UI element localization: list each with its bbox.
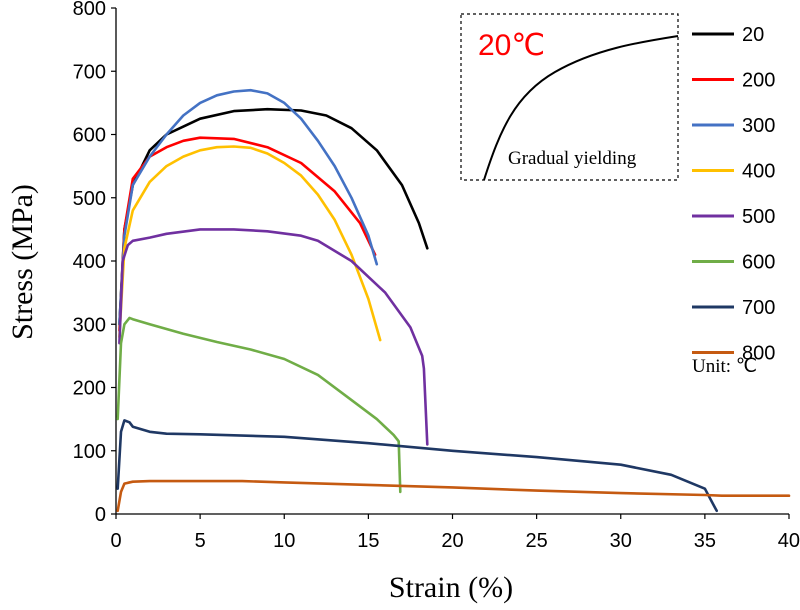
y-tick-label: 700 <box>73 61 106 83</box>
x-tick-label: 20 <box>441 530 463 552</box>
series-line-700 <box>116 419 719 513</box>
y-tick-label: 400 <box>73 251 106 273</box>
inset-curve <box>483 35 679 181</box>
y-tick-label: 0 <box>95 504 106 526</box>
x-tick-label: 40 <box>778 530 800 552</box>
series-line-200 <box>118 136 377 332</box>
y-tick-label: 800 <box>73 0 106 20</box>
y-tick-labels: 0 100 200 300 400 500 600 700 800 <box>73 0 116 526</box>
series-line-500 <box>118 228 429 446</box>
plot-axes <box>115 8 789 515</box>
x-tick-label: 15 <box>357 530 379 552</box>
x-tick-label: 5 <box>195 530 206 552</box>
x-tick-label: 30 <box>610 530 632 552</box>
y-tick-label: 600 <box>73 125 106 147</box>
legend-unit: Unit: ℃ <box>692 356 757 377</box>
inset-caption: Gradual yielding <box>508 148 637 169</box>
y-tick-label: 200 <box>73 378 106 400</box>
legend-label-700: 700 <box>742 297 775 319</box>
inset-box: 20℃ Gradual yielding <box>460 13 679 181</box>
series-line-800 <box>116 479 791 513</box>
x-tick-label: 0 <box>110 530 121 552</box>
y-axis-title: Stress (MPa) <box>6 184 39 340</box>
legend-label-20: 20 <box>742 24 764 46</box>
series-line-20 <box>118 107 429 326</box>
series-line-400 <box>118 145 382 342</box>
inset-temperature: 20℃ <box>478 29 545 62</box>
x-tick-label: 10 <box>273 530 295 552</box>
x-tick-label: 35 <box>694 530 716 552</box>
legend: 20 200 300 400 500 600 700 800 <box>692 24 775 365</box>
legend-label-400: 400 <box>742 161 775 183</box>
legend-label-300: 300 <box>742 115 775 137</box>
series-line-600 <box>116 316 402 494</box>
y-tick-label: 100 <box>73 441 106 463</box>
legend-label-500: 500 <box>742 206 775 228</box>
y-tick-label: 500 <box>73 188 106 210</box>
legend-label-600: 600 <box>742 252 775 274</box>
legend-label-200: 200 <box>742 70 775 92</box>
series-line-300 <box>118 88 379 326</box>
x-tick-label: 25 <box>526 530 548 552</box>
y-tick-label: 300 <box>73 314 106 336</box>
x-tick-labels: 0 5 10 15 20 25 30 35 40 <box>110 514 800 552</box>
legend-label-800: 800 <box>742 343 775 365</box>
x-axis-title: Strain (%) <box>389 571 513 604</box>
series-lines <box>116 88 791 513</box>
